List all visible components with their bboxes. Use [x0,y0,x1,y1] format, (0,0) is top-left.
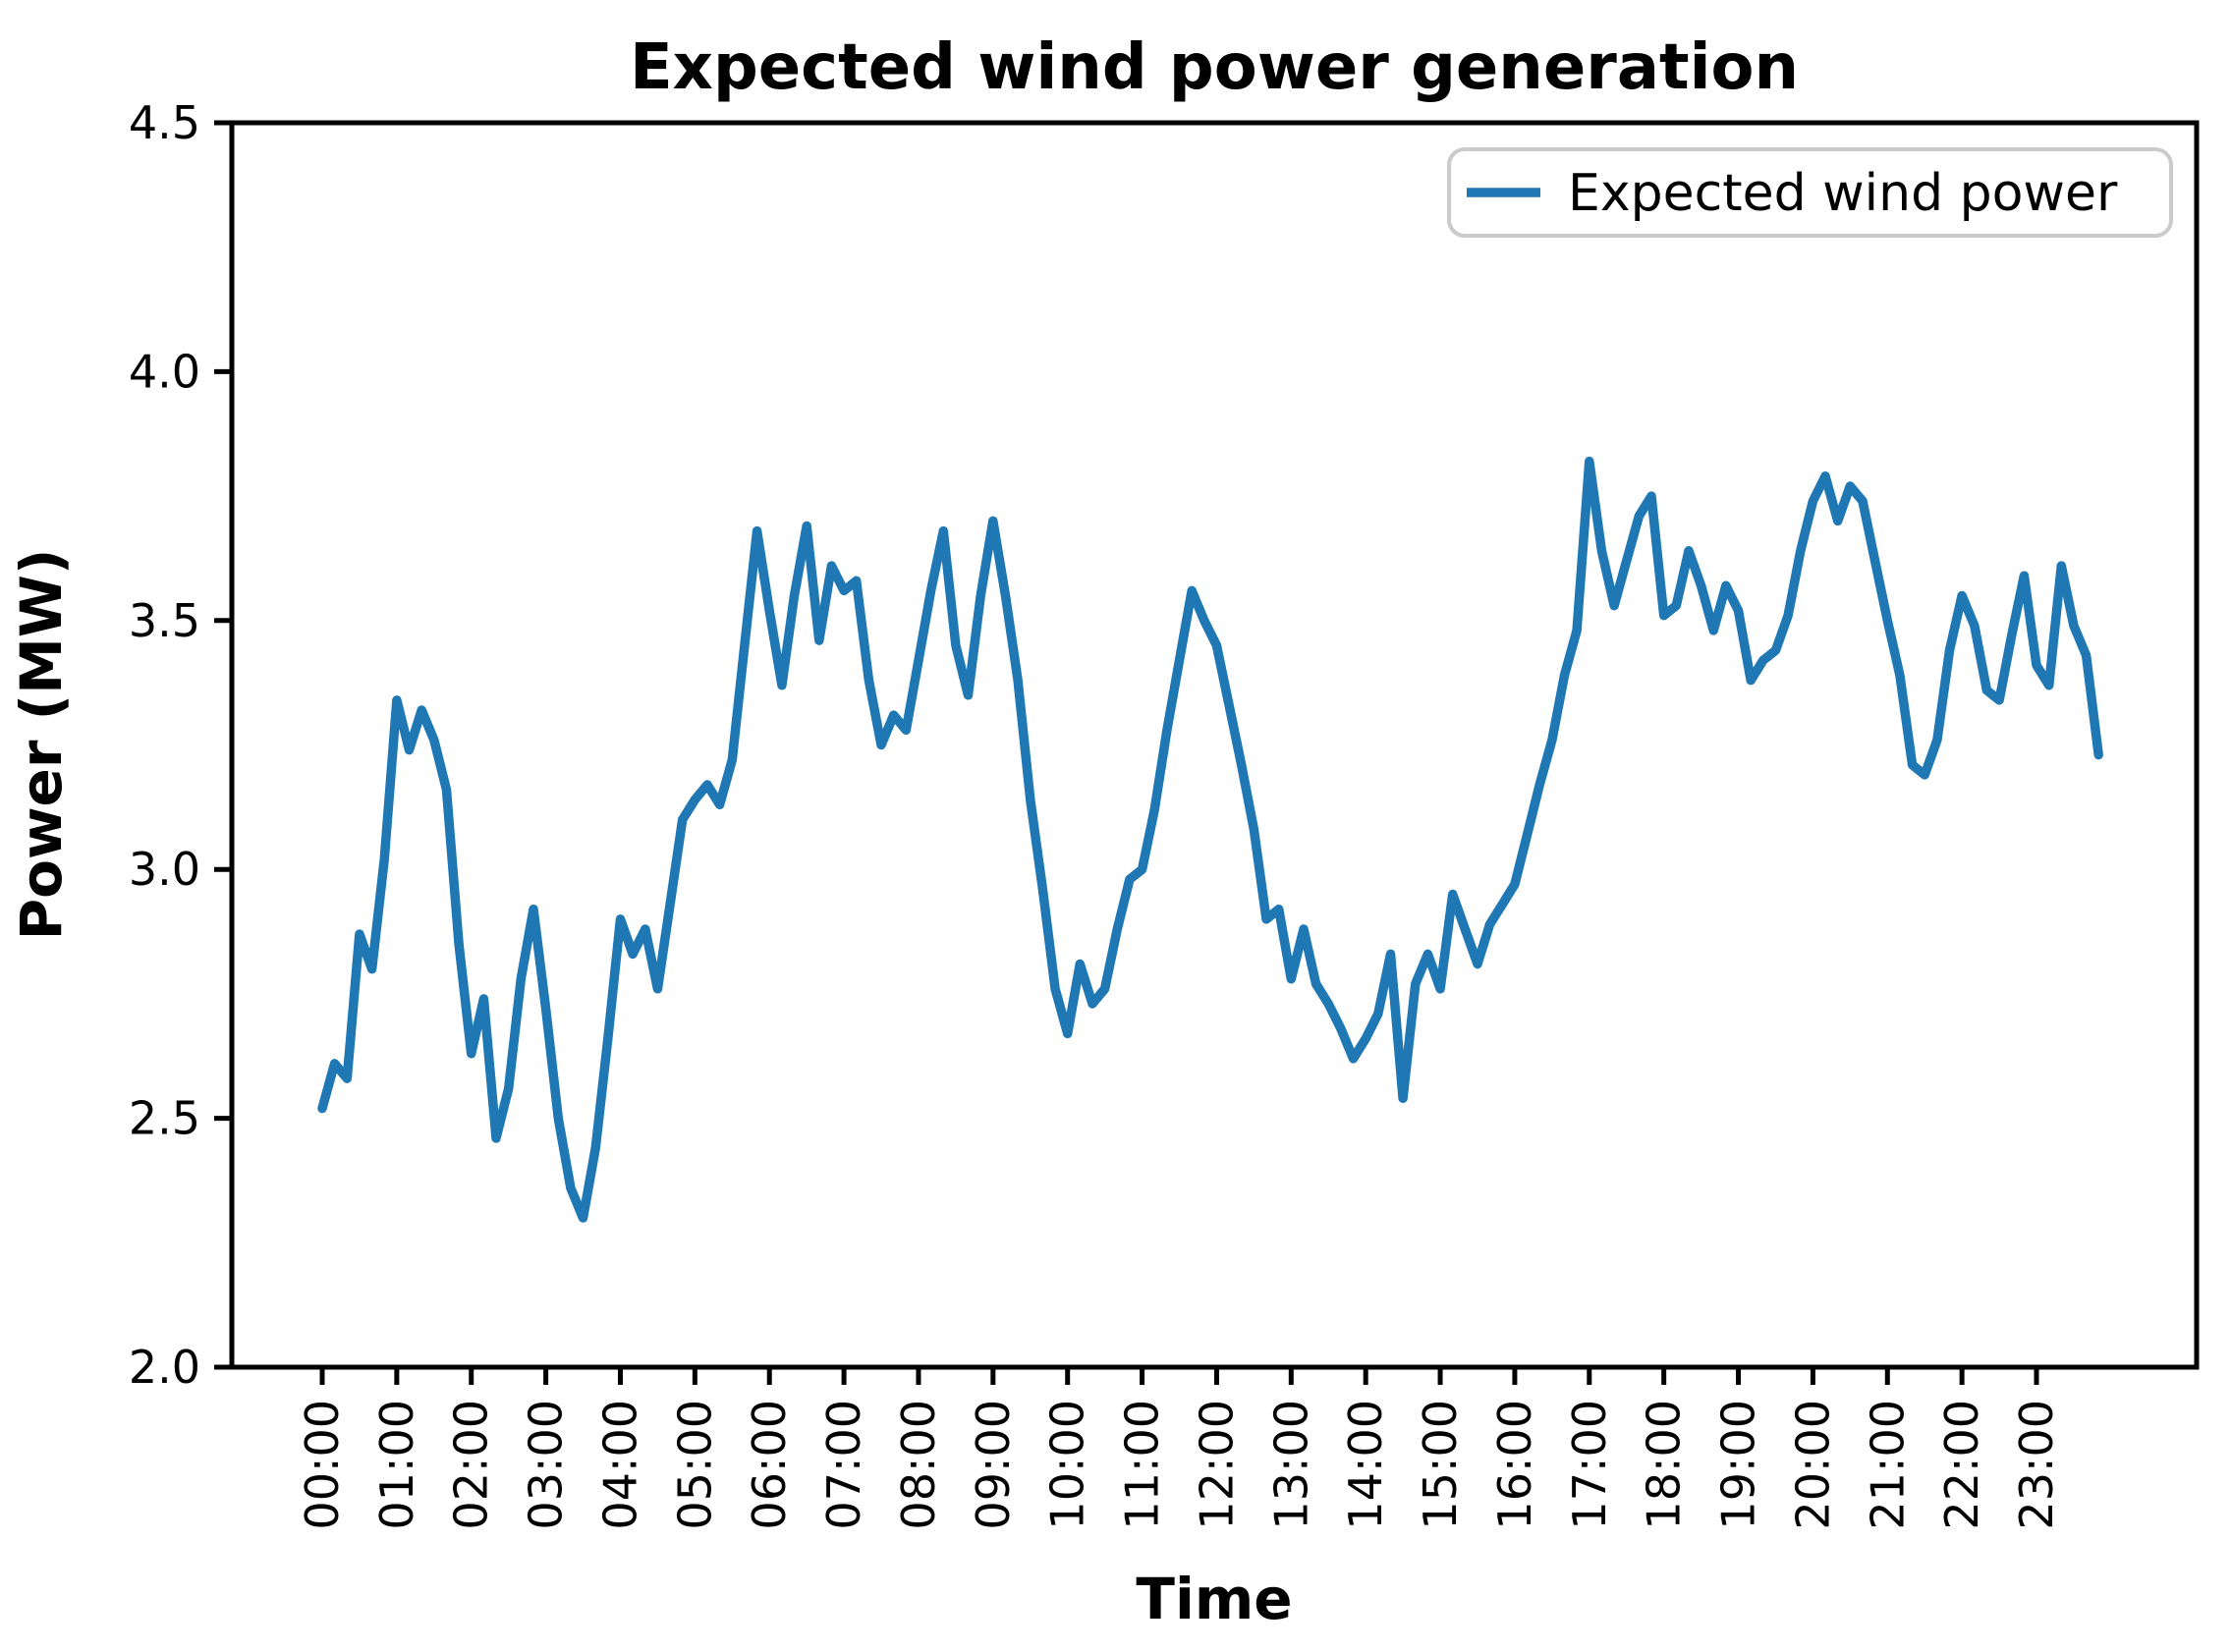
x-tick-label: 23:00 [2010,1400,2063,1530]
x-axis-ticks: 00:00 01:00 02:00 03:00 04:00 05:00 06:00 07:00… [296,1367,2063,1530]
legend-box [1447,147,2173,238]
chart-title: Expected wind power generation [630,31,1799,104]
y-tick-label: 4.0 [129,345,200,398]
y-axis-label: Power (MW) [8,549,75,941]
x-tick-label: 22:00 [1935,1400,1988,1530]
x-tick-label: 04:00 [593,1400,646,1530]
x-tick-label: 21:00 [1861,1400,1914,1530]
x-tick-label: 10:00 [1041,1400,1094,1530]
x-tick-label: 09:00 [967,1400,1020,1530]
x-tick-label: 02:00 [445,1400,498,1530]
y-tick-label: 3.5 [129,594,200,647]
x-tick-label: 17:00 [1563,1400,1616,1530]
x-tick-label: 19:00 [1712,1400,1765,1530]
expected-wind-power-line [317,456,2103,1223]
x-tick-label: 06:00 [743,1400,796,1530]
y-tick-label: 2.0 [129,1341,200,1394]
x-axis-label: Time [1136,1566,1292,1632]
y-tick-label: 4.5 [129,96,200,149]
legend: Expected wind power [1447,147,2173,238]
x-tick-label: 15:00 [1414,1400,1467,1530]
x-tick-label: 13:00 [1264,1400,1317,1530]
legend-label: Expected wind power [1568,164,2118,223]
x-tick-label: 11:00 [1116,1400,1169,1530]
y-tick-label: 2.5 [129,1092,200,1145]
x-tick-label: 08:00 [892,1400,945,1530]
y-axis-ticks: 2.0 2.5 3.0 3.5 4.0 4.5 [129,96,232,1394]
x-tick-label: 05:00 [668,1400,721,1530]
x-tick-label: 20:00 [1786,1400,1839,1530]
plot-border [229,120,2200,1370]
x-tick-label: 14:00 [1339,1400,1392,1530]
x-tick-label: 01:00 [370,1400,423,1530]
x-tick-label: 07:00 [817,1400,870,1530]
x-tick-label: 18:00 [1638,1400,1691,1530]
x-tick-label: 12:00 [1190,1400,1243,1530]
x-tick-label: 16:00 [1488,1400,1541,1530]
x-tick-label: 03:00 [520,1400,573,1530]
y-tick-label: 3.0 [129,843,200,896]
x-tick-label: 00:00 [296,1400,349,1530]
